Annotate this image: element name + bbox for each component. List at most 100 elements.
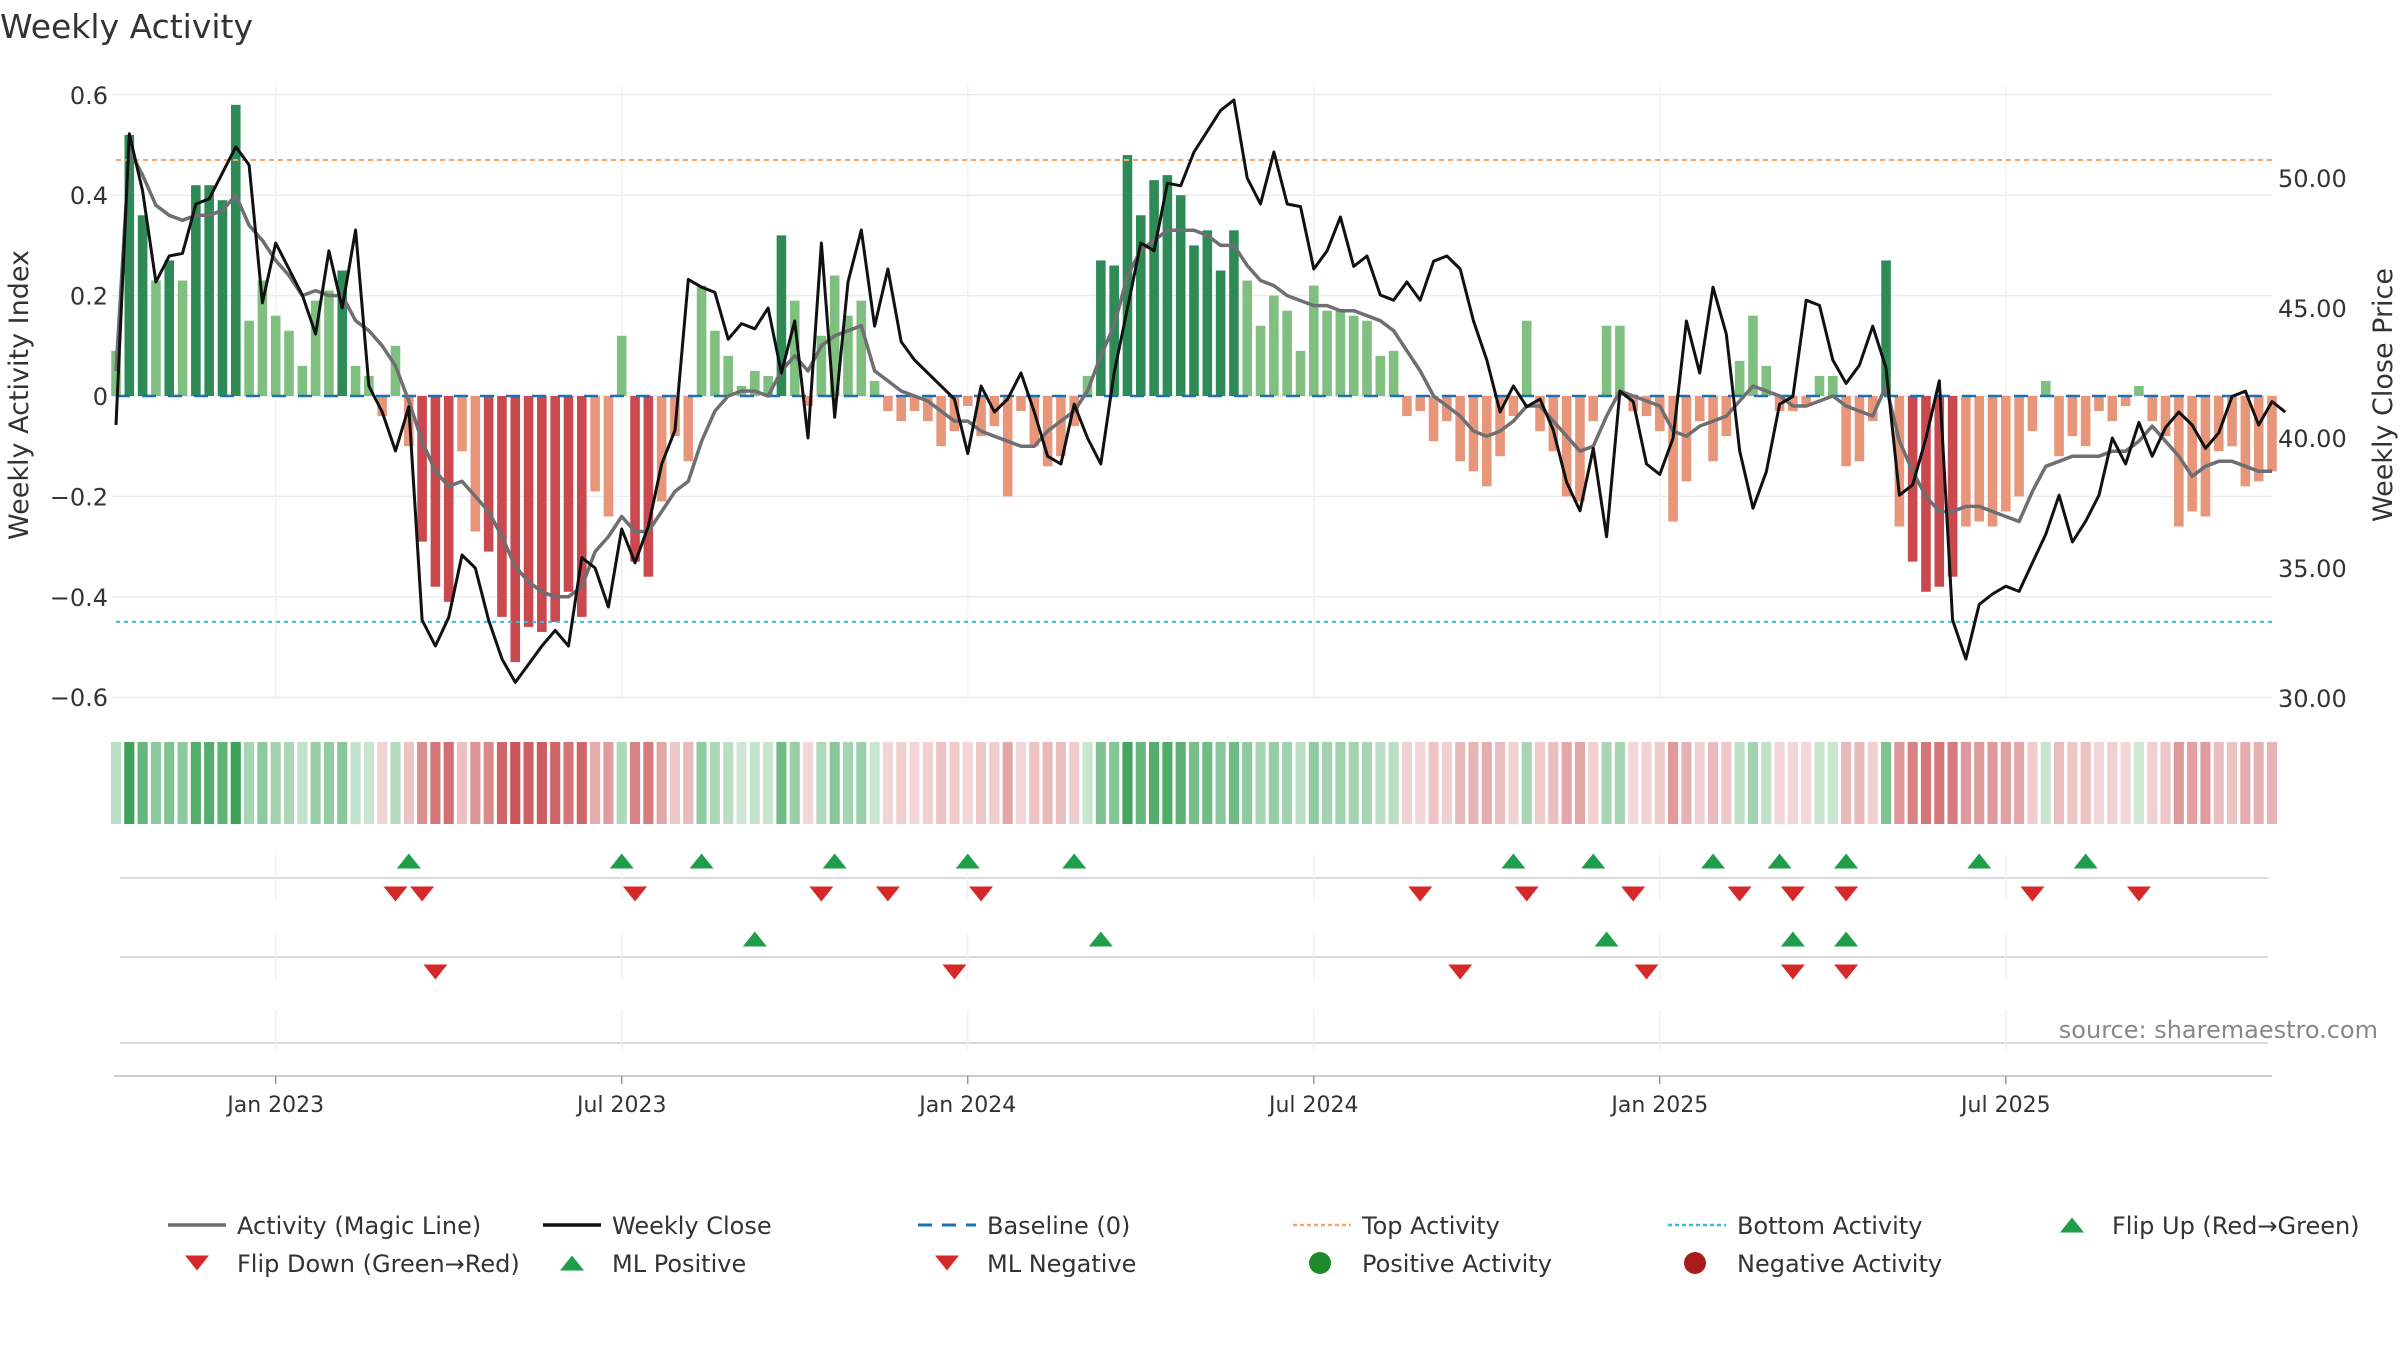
activity-bar: [1016, 396, 1026, 412]
ml-negative-marker: [942, 964, 967, 980]
flip-up-marker: [1834, 853, 1859, 869]
activity-bar: [710, 330, 720, 396]
activity-bar: [2001, 396, 2011, 512]
activity-bar: [523, 396, 534, 627]
activity-bar: [896, 396, 907, 422]
heat-cell: [1508, 742, 1519, 824]
y-axis-label: Weekly Activity Index: [4, 250, 35, 540]
flip-up-marker: [1581, 853, 1606, 869]
activity-bar: [2027, 396, 2038, 432]
heat-cell: [1015, 742, 1027, 824]
heat-cell: [1055, 742, 1066, 824]
legend: Activity (Magic Line) Weekly Close Baselin…: [168, 1212, 2360, 1278]
heat-cell: [390, 742, 401, 824]
heat-cell: [2200, 742, 2211, 824]
y-tick-label: −0.6: [50, 684, 108, 712]
heat-cell: [656, 742, 667, 824]
heat-cell: [1082, 742, 1093, 824]
heat-cell: [2080, 742, 2091, 824]
heat-cell: [2213, 742, 2224, 824]
heat-cell: [882, 742, 893, 824]
heat-cell: [403, 742, 414, 824]
activity-bar: [1907, 396, 1918, 562]
chart-title: Weekly Activity: [0, 7, 253, 46]
heat-cell: [1894, 742, 1905, 824]
heat-cell: [856, 742, 867, 824]
heat-cell: [1135, 742, 1146, 824]
heat-cell: [2054, 742, 2065, 824]
flip-down-marker: [1408, 886, 1433, 902]
activity-bar: [776, 235, 787, 396]
activity-bar: [244, 320, 254, 396]
activity-bar: [164, 260, 175, 396]
activity-bar: [843, 315, 853, 396]
heat-cell: [989, 742, 1000, 824]
activity-bar: [1428, 396, 1439, 442]
activity-bar: [616, 335, 627, 396]
flip-up-marker: [1062, 853, 1087, 869]
activity-bar: [2040, 380, 2051, 396]
activity-bar: [1255, 325, 1266, 396]
activity-bar: [789, 300, 800, 396]
flip-up-marker: [396, 853, 421, 869]
heat-cell: [1228, 742, 1239, 824]
activity-bar: [310, 300, 321, 396]
heat-cell: [616, 742, 627, 824]
heat-cell: [1335, 742, 1346, 824]
heat-cell: [749, 742, 760, 824]
heat-cell: [1614, 742, 1625, 824]
activity-bar: [2147, 396, 2158, 422]
activity-bar: [2094, 396, 2104, 412]
ml-positive-marker: [1088, 931, 1113, 947]
heat-cell: [1787, 742, 1798, 824]
legend-label: ML Positive: [612, 1250, 746, 1278]
flip-up-marker: [1767, 853, 1792, 869]
heat-cell: [1960, 742, 1971, 824]
activity-bar: [563, 396, 574, 592]
activity-bar: [1002, 396, 1013, 497]
heat-cell: [177, 742, 188, 824]
heat-cell: [204, 742, 215, 824]
flip-down-marker: [1834, 886, 1859, 902]
source-note: source: sharemaestro.com: [2059, 1016, 2378, 1044]
activity-bar: [1096, 260, 1106, 396]
heat-cell: [1042, 742, 1053, 824]
activity-bar: [1455, 396, 1465, 462]
y2-tick-label: 50.00: [2278, 165, 2347, 193]
heat-cell: [2027, 742, 2038, 824]
activity-bar: [537, 396, 547, 632]
activity-bar: [2187, 396, 2197, 512]
heat-cell: [816, 742, 827, 824]
heat-cell: [629, 742, 641, 824]
activity-bar: [350, 365, 361, 396]
heat-cell: [1734, 742, 1745, 824]
y-tick-label: 0.4: [70, 182, 108, 210]
heat-cell: [1747, 742, 1759, 824]
activity-bar: [936, 396, 946, 447]
activity-bar: [1641, 396, 1652, 417]
heat-cell: [1601, 742, 1612, 824]
activity-bar: [1322, 310, 1332, 396]
heat-cell: [669, 742, 681, 824]
flip-down-marker: [1514, 886, 1539, 902]
heat-cell: [1401, 742, 1412, 824]
activity-bar: [2227, 396, 2237, 447]
activity-bar: [1681, 396, 1692, 482]
legend-label: Negative Activity: [1737, 1250, 1942, 1278]
ml-positive-marker: [742, 931, 767, 947]
activity-bar: [803, 396, 813, 407]
heat-cell: [1295, 742, 1306, 824]
heat-cell: [510, 742, 521, 824]
heat-cell: [1641, 742, 1652, 824]
heat-cell: [1388, 742, 1399, 824]
x-tick-label: Jan 2024: [917, 1093, 1016, 1118]
heat-cell: [283, 742, 295, 824]
heat-cell: [2000, 742, 2011, 824]
heat-cell: [643, 742, 654, 824]
heat-cell: [456, 742, 468, 824]
legend-label: ML Negative: [987, 1250, 1136, 1278]
heat-cell: [496, 742, 508, 824]
heat-cell: [377, 742, 388, 824]
heat-cell: [2147, 742, 2158, 824]
activity-bar: [1175, 195, 1186, 396]
